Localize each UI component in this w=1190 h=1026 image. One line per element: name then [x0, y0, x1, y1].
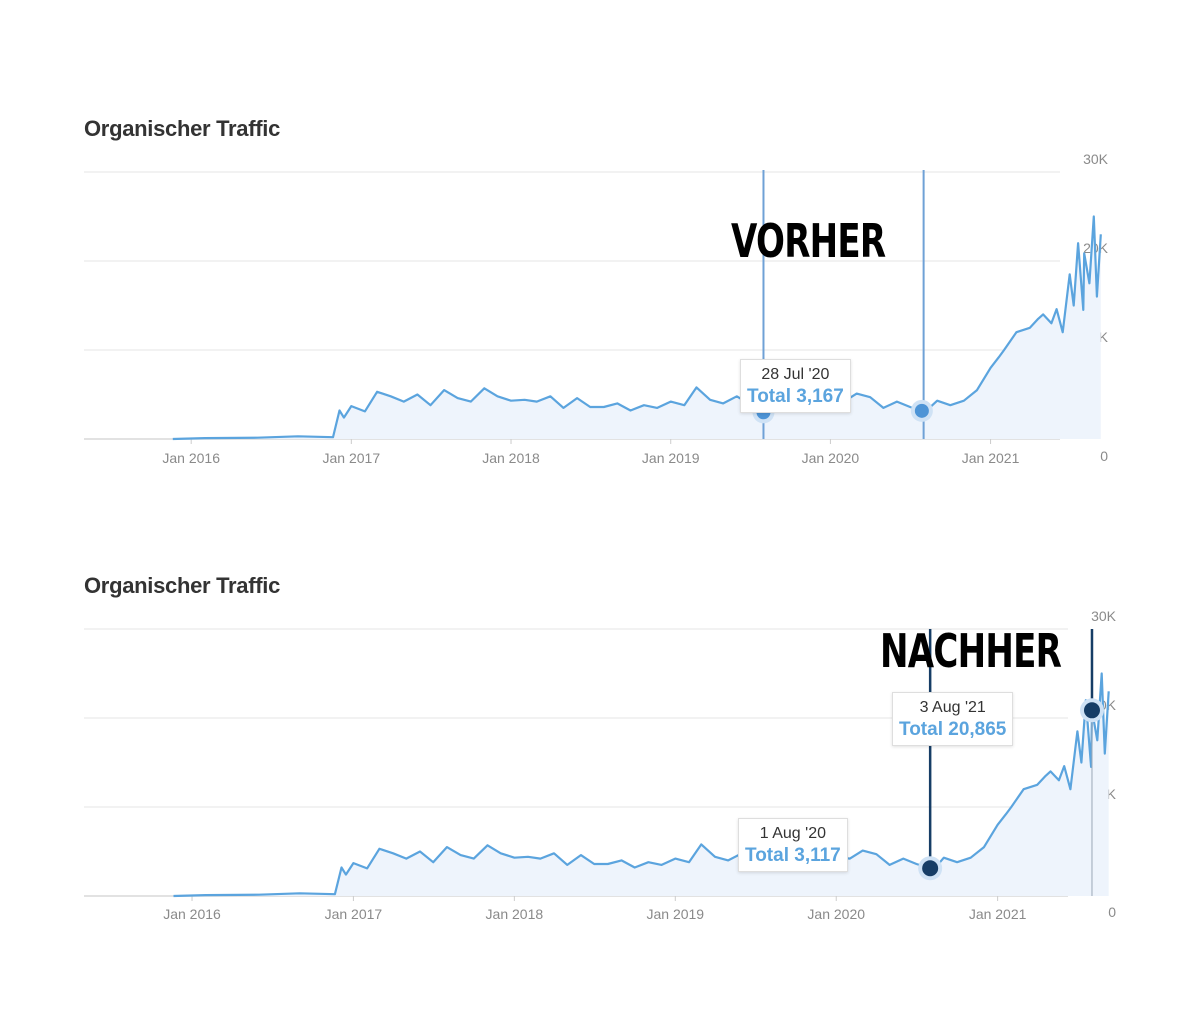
traffic-area [173, 673, 1109, 896]
y-tick-label: 0 [1100, 448, 1108, 464]
y-tick-label: 30K [1091, 608, 1117, 624]
tooltip-date: 28 Jul '20 [761, 366, 830, 383]
x-tick-label: Jan 2019 [646, 906, 704, 922]
tooltip-total: Total 3,167 [747, 386, 844, 407]
chart-tooltip: 1 Aug '20 Total 3,117 [738, 818, 848, 872]
x-tick-label: Jan 2018 [486, 906, 544, 922]
tooltip-total: Total 3,117 [745, 845, 841, 866]
x-tick-label: Jan 2020 [802, 450, 860, 466]
chart-panel-nachher: Organischer Traffic 30K20K10K0Jan 2016Ja… [0, 557, 1190, 997]
vorher-label: VORHER [731, 214, 886, 268]
chart-tooltip: 3 Aug '21 Total 20,865 [892, 692, 1014, 746]
x-tick-label: Jan 2017 [325, 906, 383, 922]
data-point [1083, 702, 1100, 719]
nachher-label: NACHHER [880, 624, 1062, 678]
tooltip-date: 3 Aug '21 [919, 699, 986, 716]
x-tick-label: Jan 2021 [969, 906, 1027, 922]
traffic-area [172, 216, 1101, 439]
tooltip-date: 1 Aug '20 [759, 825, 826, 842]
chart-tooltip: 28 Jul '20 Total 3,167 [740, 359, 851, 413]
chart-title: Organischer Traffic [84, 573, 281, 598]
y-tick-label: 30K [1083, 151, 1109, 167]
tooltip-total: Total 20,865 [899, 719, 1007, 740]
x-tick-label: Jan 2020 [807, 906, 865, 922]
chart-panel-vorher: Organischer Traffic 30K20K10K0Jan 2016Ja… [0, 100, 1190, 540]
x-tick-label: Jan 2018 [482, 450, 540, 466]
x-tick-label: Jan 2021 [962, 450, 1020, 466]
x-tick-label: Jan 2016 [162, 450, 220, 466]
data-point [922, 860, 939, 877]
chart-title: Organischer Traffic [84, 116, 281, 141]
x-tick-label: Jan 2017 [323, 450, 381, 466]
x-tick-label: Jan 2019 [642, 450, 700, 466]
x-tick-label: Jan 2016 [163, 906, 221, 922]
y-tick-label: 0 [1108, 904, 1116, 920]
data-point [914, 403, 929, 418]
